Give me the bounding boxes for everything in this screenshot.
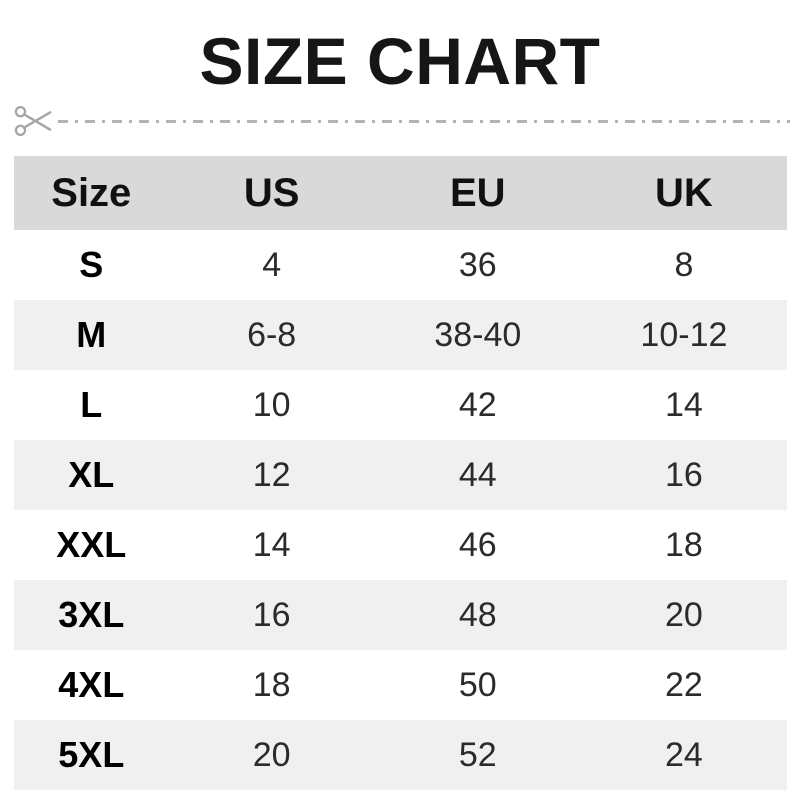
uk-value-cell: 14: [664, 385, 703, 424]
us-value-cell: 4: [262, 245, 282, 284]
us-value-cell: 20: [252, 735, 291, 774]
us-value-cell: 6-8: [247, 315, 297, 354]
uk-value-cell: 24: [664, 735, 703, 774]
scissors-icon: [14, 105, 52, 137]
table-header-row: Size US EU UK: [14, 156, 787, 230]
us-value-cell: 10: [252, 385, 291, 424]
size-cell: 4XL: [58, 664, 125, 705]
size-table: Size US EU UK S 4 36 8 M 6-8 38-40 10-12…: [14, 156, 787, 790]
table-row: M 6-8 38-40 10-12: [14, 300, 787, 370]
table-row: 3XL 16 48 20: [14, 580, 787, 650]
us-value-cell: 18: [252, 665, 291, 704]
eu-value-cell: 42: [458, 385, 497, 424]
table-row: XXL 14 46 18: [14, 510, 787, 580]
column-header-uk: UK: [655, 170, 713, 215]
eu-value-cell: 38-40: [434, 315, 522, 354]
uk-value-cell: 16: [664, 455, 703, 494]
eu-value-cell: 36: [458, 245, 497, 284]
table-body: S 4 36 8 M 6-8 38-40 10-12 L 10 42 14 XL…: [14, 230, 787, 790]
uk-value-cell: 18: [664, 525, 703, 564]
uk-value-cell: 22: [664, 665, 703, 704]
eu-value-cell: 46: [458, 525, 497, 564]
size-cell: XL: [68, 454, 115, 495]
column-header-us: US: [243, 170, 300, 215]
table-row: L 10 42 14: [14, 370, 787, 440]
table-row: 4XL 18 50 22: [14, 650, 787, 720]
us-value-cell: 12: [252, 455, 291, 494]
size-cell: 5XL: [58, 734, 125, 775]
size-cell: 3XL: [58, 594, 125, 635]
uk-value-cell: 20: [664, 595, 703, 634]
eu-value-cell: 50: [458, 665, 497, 704]
uk-value-cell: 10-12: [640, 315, 728, 354]
table-row: S 4 36 8: [14, 230, 787, 300]
uk-value-cell: 8: [674, 245, 694, 284]
table-row: 5XL 20 52 24: [14, 720, 787, 790]
us-value-cell: 14: [252, 525, 291, 564]
size-cell: S: [79, 244, 104, 285]
eu-value-cell: 48: [458, 595, 497, 634]
table-row: XL 12 44 16: [14, 440, 787, 510]
cut-dashed-line: [58, 119, 790, 123]
cut-line: [14, 102, 790, 140]
eu-value-cell: 52: [458, 735, 497, 774]
page-title: SIZE CHART: [199, 24, 601, 98]
us-value-cell: 16: [252, 595, 291, 634]
column-header-eu: EU: [449, 170, 506, 215]
size-cell: L: [80, 384, 103, 425]
size-cell: M: [76, 314, 107, 355]
size-cell: XXL: [56, 524, 127, 565]
eu-value-cell: 44: [458, 455, 497, 494]
column-header-size: Size: [51, 170, 132, 215]
